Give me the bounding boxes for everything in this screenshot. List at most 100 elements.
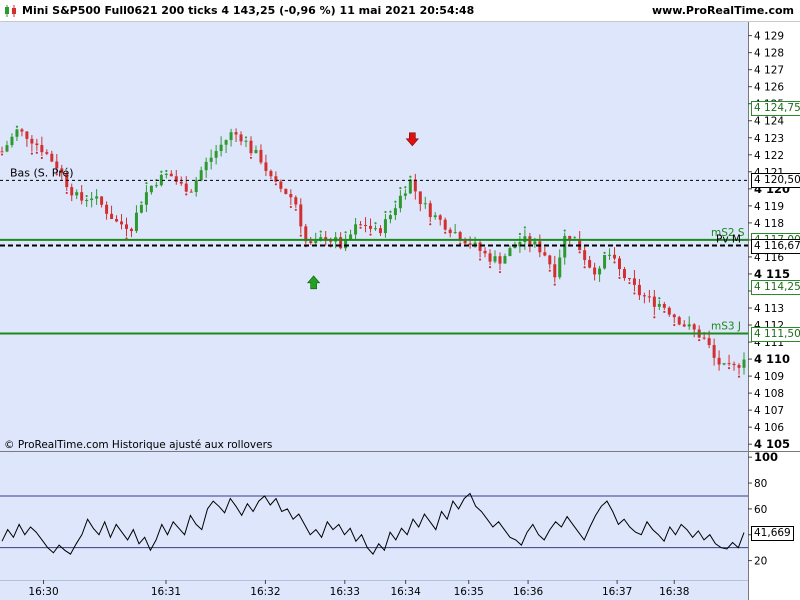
- candle-body: [324, 237, 328, 241]
- tick-dot: [319, 230, 322, 233]
- time-axis-bg: [0, 580, 748, 600]
- osc-y-tick-label: 100: [754, 450, 778, 464]
- candle-body: [134, 212, 138, 232]
- x-tick-label: 16:35: [454, 586, 484, 598]
- candle-body: [468, 243, 472, 245]
- candle-body: [553, 264, 557, 278]
- candle-body: [100, 196, 104, 205]
- candle-body: [254, 149, 258, 154]
- y-tick-label: 4 124: [754, 116, 784, 128]
- osc-y-tick-label: 80: [754, 478, 767, 490]
- tick-dot: [613, 261, 616, 264]
- y-tick-label: 4 109: [754, 371, 784, 383]
- price-label: 4 116,67: [751, 238, 800, 254]
- x-tick-label: 16:31: [151, 586, 181, 598]
- candle-body: [453, 232, 457, 234]
- candle-body: [85, 200, 89, 202]
- candle-body: [373, 228, 377, 230]
- candle-body: [652, 296, 656, 307]
- candle-body: [622, 269, 626, 279]
- x-tick-label: 16:38: [659, 586, 689, 598]
- candle-body: [618, 258, 622, 270]
- candle-body: [583, 250, 587, 261]
- candle-body: [478, 242, 482, 251]
- x-tick-label: 16:32: [250, 586, 280, 598]
- candle-body: [15, 129, 19, 137]
- tick-dot: [15, 125, 19, 128]
- osc-y-tick-label: 20: [754, 556, 767, 568]
- candle-body: [672, 314, 676, 318]
- copyright-note: © ProRealTime.com Historique ajusté aux …: [4, 439, 273, 451]
- tick-dot: [459, 242, 462, 245]
- y-tick-label: 4 127: [754, 65, 784, 77]
- candle-body: [543, 252, 547, 256]
- candle-body: [60, 168, 64, 174]
- candle-body: [50, 153, 54, 162]
- x-tick-label: 16:37: [602, 586, 632, 598]
- osc-y-tick-label: 60: [754, 504, 767, 516]
- tick-dot: [369, 233, 372, 236]
- candle-body: [120, 221, 124, 225]
- candle-body: [105, 204, 109, 214]
- level-label-support: mS3 J: [711, 321, 741, 333]
- candle-body: [179, 181, 183, 184]
- candle-body: [189, 191, 193, 193]
- candle-body: [95, 196, 99, 199]
- candle-body: [234, 132, 238, 135]
- candle-body: [443, 219, 447, 230]
- tick-dot: [165, 169, 168, 173]
- candle-body: [279, 181, 283, 189]
- tick-dot: [249, 156, 253, 159]
- price-label: 4 111,50: [751, 326, 800, 342]
- candle-body: [428, 203, 432, 218]
- candle-body: [0, 151, 4, 153]
- tick-dot: [289, 205, 292, 209]
- candle-body: [637, 284, 641, 296]
- tick-dot: [145, 182, 148, 185]
- level-label-support: mS2 S: [711, 227, 745, 239]
- candle-body: [682, 324, 686, 327]
- candle-body: [393, 208, 397, 216]
- y-tick-label: 4 128: [754, 48, 784, 60]
- title-bar: Mini S&P500 Full0621 200 ticks 4 143,25 …: [0, 0, 800, 22]
- candle-body: [692, 324, 696, 330]
- candle-body: [433, 215, 437, 218]
- candle-body: [214, 151, 218, 158]
- candle-body: [269, 170, 273, 177]
- candle-body: [229, 132, 233, 141]
- candle-body: [438, 215, 442, 220]
- candle-body: [737, 365, 741, 368]
- candle-body: [209, 157, 213, 162]
- candle-body: [727, 363, 731, 365]
- candle-body: [35, 143, 39, 146]
- candle-body: [274, 176, 278, 182]
- candle-body: [359, 224, 363, 226]
- price-label: 4 114,25: [751, 279, 800, 295]
- tick-dot: [663, 310, 666, 313]
- tick-dot: [478, 258, 482, 261]
- candle-body: [194, 180, 198, 192]
- candle-body: [174, 176, 178, 182]
- candle-body: [25, 131, 29, 139]
- candle-body: [383, 219, 387, 234]
- candle-body: [398, 195, 402, 209]
- price-panel-bg: [0, 22, 748, 451]
- tick-dot: [573, 236, 576, 239]
- site-link[interactable]: www.ProRealTime.com: [651, 4, 794, 17]
- candle-body: [244, 140, 248, 142]
- tick-dot: [344, 231, 347, 234]
- level-label-bas: Bas (S. Pré): [10, 166, 74, 179]
- candle-body: [289, 194, 293, 198]
- candle-body: [563, 235, 567, 258]
- candle-body: [642, 295, 646, 297]
- tick-dot: [394, 200, 397, 203]
- tick-dot: [40, 156, 43, 160]
- candle-body: [722, 363, 726, 365]
- candle-body: [388, 215, 392, 220]
- candle-body: [364, 224, 368, 226]
- tick-dot: [653, 316, 656, 319]
- tick-dot: [389, 210, 392, 213]
- candle-body: [169, 173, 173, 177]
- candle-body: [354, 224, 358, 235]
